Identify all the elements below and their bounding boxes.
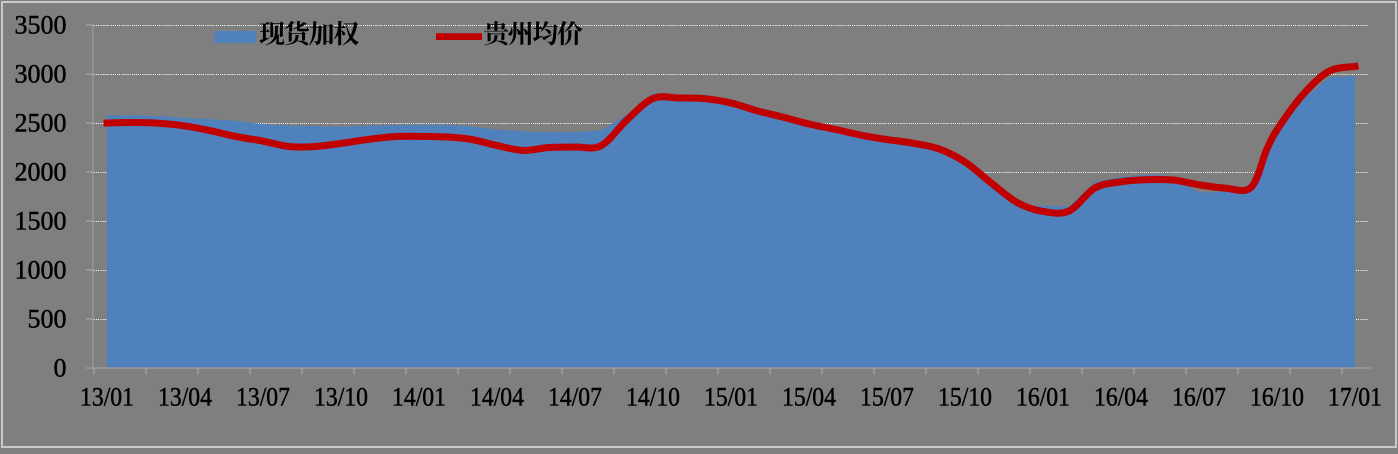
svg-text:500: 500: [28, 305, 67, 334]
svg-text:14/07: 14/07: [548, 383, 602, 412]
svg-text:2500: 2500: [15, 109, 67, 138]
svg-text:3500: 3500: [15, 11, 67, 40]
svg-text:13/04: 13/04: [158, 383, 212, 412]
svg-text:1000: 1000: [15, 256, 67, 285]
svg-text:13/01: 13/01: [80, 383, 134, 412]
svg-text:2000: 2000: [15, 158, 67, 187]
svg-text:16/10: 16/10: [1250, 383, 1304, 412]
svg-text:14/10: 14/10: [626, 383, 680, 412]
svg-text:15/04: 15/04: [782, 383, 836, 412]
svg-text:0: 0: [54, 354, 67, 383]
svg-text:14/04: 14/04: [470, 383, 524, 412]
svg-text:1500: 1500: [15, 207, 67, 236]
svg-text:16/07: 16/07: [1172, 383, 1226, 412]
svg-text:17/01: 17/01: [1328, 383, 1382, 412]
svg-text:15/10: 15/10: [938, 383, 992, 412]
svg-text:16/01: 16/01: [1016, 383, 1070, 412]
svg-text:13/07: 13/07: [236, 383, 290, 412]
svg-text:15/01: 15/01: [704, 383, 758, 412]
svg-text:16/04: 16/04: [1094, 383, 1148, 412]
svg-text:3000: 3000: [15, 60, 67, 89]
svg-text:14/01: 14/01: [392, 383, 446, 412]
svg-text:13/10: 13/10: [314, 383, 368, 412]
svg-text:15/07: 15/07: [860, 383, 914, 412]
